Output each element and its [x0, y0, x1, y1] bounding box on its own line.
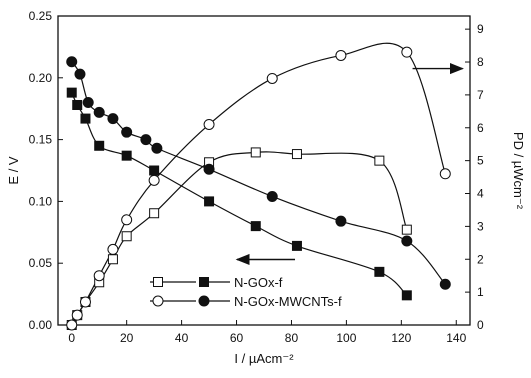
y2-tick-label: 0: [477, 318, 484, 332]
data-point-1: [401, 224, 412, 235]
x-tick-label: 80: [285, 331, 299, 345]
x-tick-label: 40: [175, 331, 189, 345]
data-point-3: [203, 118, 215, 130]
y2-tick-labels: 0 1 2 3 4 5 6 7 8 9: [477, 22, 484, 332]
y2-tick-label: 5: [477, 154, 484, 168]
legend: N-GOx-f N-GOx-MWCNTs-f: [150, 275, 342, 309]
data-point-0: [121, 150, 132, 161]
data-point-2: [74, 68, 86, 80]
data-point-3: [107, 243, 119, 255]
y2-tick-label: 9: [477, 22, 484, 36]
plot-frame: [57, 15, 471, 326]
x-tick-label: 60: [230, 331, 244, 345]
x-axis-label: I / µAcm⁻²: [234, 351, 294, 366]
data-point-3: [401, 46, 413, 58]
x-tick-label: 120: [391, 331, 411, 345]
x-tick-label: 100: [336, 331, 356, 345]
data-point-3: [439, 168, 451, 180]
y-tick-label: 0.25: [29, 9, 53, 23]
y-tick-label: 0.00: [29, 318, 53, 332]
data-point-2: [266, 190, 278, 202]
y-tick-label: 0.20: [29, 71, 53, 85]
data-point-3: [148, 174, 160, 186]
data-point-0: [250, 221, 261, 232]
x-tick-label: 20: [120, 331, 134, 345]
y2-axis-label: PD / µWcm⁻²: [511, 132, 526, 210]
data-point-0: [72, 99, 83, 110]
data-point-2: [107, 113, 119, 125]
data-point-1: [121, 231, 132, 242]
legend-marker-open: [152, 295, 164, 307]
data-point-2: [93, 106, 105, 118]
y-axis-label: E / V: [6, 156, 21, 185]
data-point-1: [149, 208, 160, 219]
y2-tick-label: 2: [477, 252, 484, 266]
axis-ticks: [58, 15, 470, 326]
data-point-1: [250, 147, 261, 158]
data-point-1: [107, 254, 118, 265]
x-tick-label: 140: [446, 331, 466, 345]
data-point-0: [149, 165, 160, 176]
data-point-2: [82, 97, 94, 109]
data-point-0: [401, 290, 412, 301]
plot-area: [57, 15, 471, 326]
y-tick-label: 0.05: [29, 256, 53, 270]
data-point-3: [93, 270, 105, 282]
y2-tick-label: 1: [477, 285, 484, 299]
legend-marker-open: [153, 277, 163, 287]
data-point-1: [374, 155, 385, 166]
data-point-1: [291, 149, 302, 160]
data-point-0: [80, 113, 91, 124]
data-point-0: [66, 87, 77, 98]
annotation-arrows: [235, 62, 464, 266]
y2-tick-label: 6: [477, 121, 484, 135]
data-point-0: [94, 140, 105, 151]
data-point-3: [121, 214, 133, 226]
y2-tick-label: 3: [477, 219, 484, 233]
y2-tick-label: 8: [477, 55, 484, 69]
data-point-3: [79, 296, 91, 308]
y-tick-labels: 0.00 0.05 0.10 0.15 0.20 0.25: [29, 9, 53, 332]
y-tick-label: 0.10: [29, 194, 53, 208]
data-point-2: [203, 163, 215, 175]
data-point-2: [66, 56, 78, 68]
data-point-3: [66, 319, 78, 331]
y2-tick-label: 4: [477, 187, 484, 201]
data-point-2: [335, 215, 347, 227]
data-point-0: [374, 266, 385, 277]
y2-tick-label: 7: [477, 88, 484, 102]
legend-entry: N-GOx-MWCNTs-f: [234, 294, 342, 309]
data-point-0: [291, 240, 302, 251]
series-line-0: [71, 92, 408, 296]
data-point-3: [335, 49, 347, 61]
data-point-3: [266, 72, 278, 84]
data-point-2: [439, 278, 451, 290]
data-point-2: [121, 126, 133, 138]
legend-entry: N-GOx-f: [234, 275, 283, 290]
x-tick-label: 0: [68, 331, 75, 345]
y-tick-label: 0.15: [29, 133, 53, 147]
data-point-2: [140, 134, 152, 146]
data-point-0: [204, 196, 215, 207]
data-point-2: [151, 142, 163, 154]
data-point-3: [71, 309, 83, 321]
series-markers: [66, 46, 451, 331]
data-point-2: [401, 235, 413, 247]
x-tick-labels: 0 20 40 60 80 100 120 140: [68, 331, 466, 345]
